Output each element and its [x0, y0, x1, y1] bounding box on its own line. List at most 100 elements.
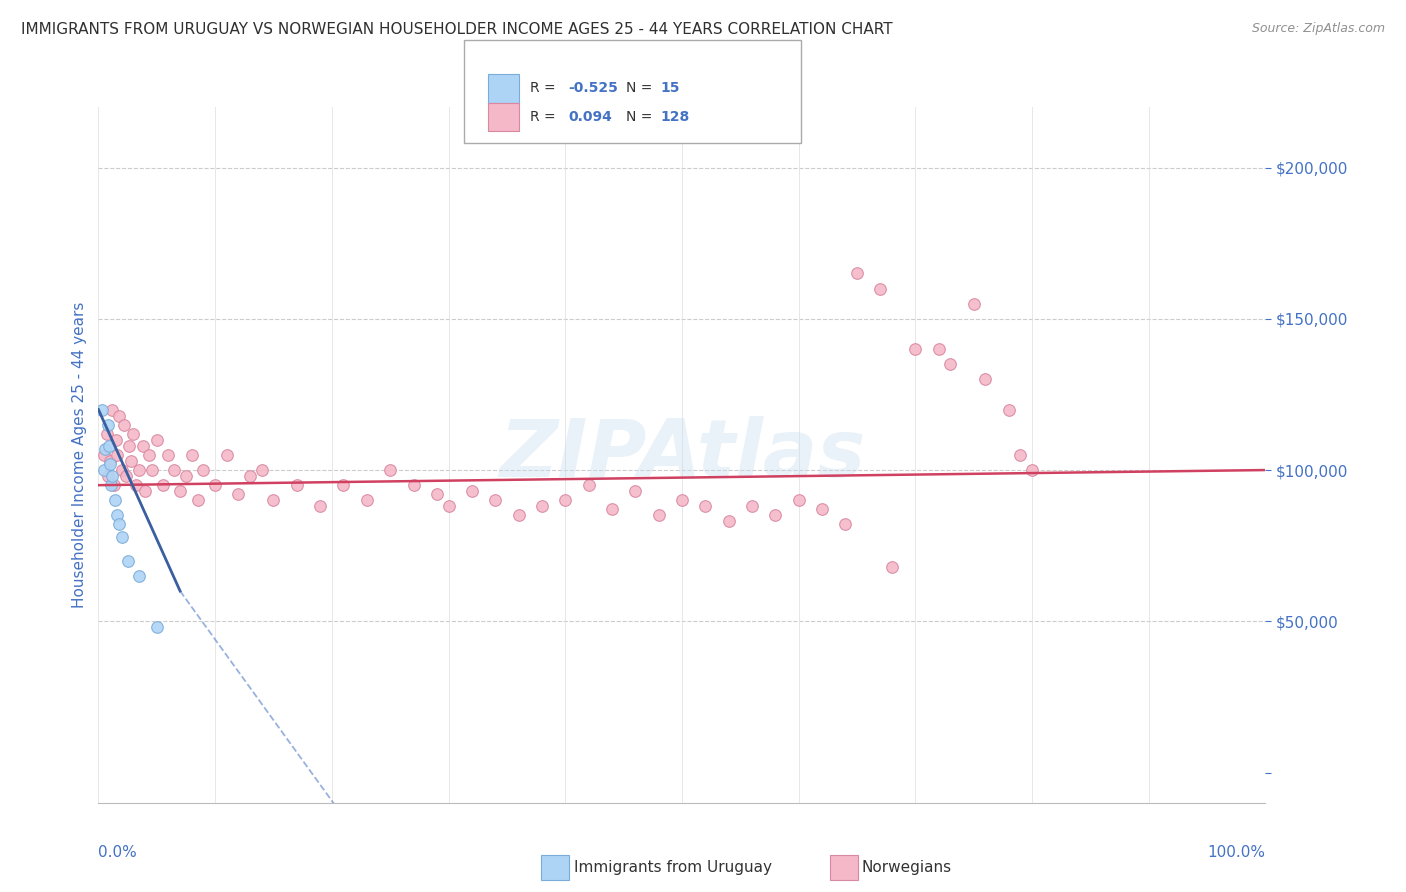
Point: [962, 296, 984, 310]
Text: R =: R =: [530, 81, 560, 95]
Text: ZIPAtlas: ZIPAtlas: [499, 416, 865, 494]
Point: [105, 448, 128, 462]
Point: [671, 493, 693, 508]
Point: [461, 484, 484, 499]
Point: [426, 487, 449, 501]
Point: [111, 463, 134, 477]
Point: [402, 478, 425, 492]
Point: [111, 530, 134, 544]
Point: [98, 454, 121, 468]
Point: [93, 448, 115, 462]
Point: [96, 426, 118, 441]
Text: Immigrants from Uruguay: Immigrants from Uruguay: [574, 861, 772, 875]
Point: [437, 500, 460, 514]
Point: [112, 417, 135, 432]
Point: [187, 493, 209, 508]
Point: [104, 493, 127, 508]
Point: [332, 478, 354, 492]
Point: [939, 357, 962, 371]
Point: [138, 448, 160, 462]
Point: [356, 493, 378, 508]
Point: [105, 508, 128, 523]
Point: [146, 620, 169, 634]
Point: [239, 469, 262, 483]
Point: [180, 448, 202, 462]
Point: [120, 454, 142, 468]
Point: [152, 478, 174, 492]
Point: [309, 500, 332, 514]
Point: [157, 448, 180, 462]
Point: [90, 402, 112, 417]
Point: [117, 554, 139, 568]
Point: [530, 500, 553, 514]
Point: [578, 478, 600, 492]
Point: [193, 463, 215, 477]
Point: [108, 409, 131, 423]
Point: [174, 469, 197, 483]
Y-axis label: Householder Income Ages 25 - 44 years: Householder Income Ages 25 - 44 years: [72, 301, 87, 608]
Point: [250, 463, 273, 477]
Text: 100.0%: 100.0%: [1208, 845, 1265, 860]
Point: [93, 463, 115, 477]
Point: [834, 517, 856, 532]
Point: [380, 463, 402, 477]
Point: [869, 281, 891, 295]
Point: [103, 478, 125, 492]
Point: [974, 372, 997, 386]
Point: [204, 478, 226, 492]
Text: 0.094: 0.094: [568, 110, 612, 124]
Point: [98, 457, 121, 471]
Point: [101, 402, 124, 417]
Point: [763, 508, 786, 523]
Text: -0.525: -0.525: [568, 81, 617, 95]
Point: [215, 448, 238, 462]
Point: [128, 463, 150, 477]
Point: [115, 469, 138, 483]
Point: [285, 478, 308, 492]
Point: [741, 500, 763, 514]
Point: [122, 426, 145, 441]
Text: N =: N =: [626, 81, 657, 95]
Point: [128, 569, 150, 583]
Point: [1021, 463, 1043, 477]
Point: [624, 484, 647, 499]
Point: [169, 484, 191, 499]
Text: N =: N =: [626, 110, 657, 124]
Text: R =: R =: [530, 110, 560, 124]
Point: [125, 478, 148, 492]
Point: [811, 502, 834, 516]
Point: [880, 559, 903, 574]
Text: Source: ZipAtlas.com: Source: ZipAtlas.com: [1251, 22, 1385, 36]
Point: [717, 515, 740, 529]
Point: [647, 508, 669, 523]
Point: [101, 469, 124, 483]
Point: [146, 433, 169, 447]
Text: 128: 128: [661, 110, 690, 124]
Point: [134, 484, 156, 499]
Point: [1010, 448, 1032, 462]
Text: Norwegians: Norwegians: [862, 861, 952, 875]
Point: [94, 442, 117, 456]
Point: [695, 500, 717, 514]
Point: [554, 493, 576, 508]
Point: [787, 493, 810, 508]
Point: [97, 417, 120, 432]
Point: [104, 433, 127, 447]
Point: [997, 402, 1019, 417]
Point: [484, 493, 506, 508]
Point: [262, 493, 284, 508]
Point: [97, 469, 120, 483]
Point: [163, 463, 186, 477]
Point: [508, 508, 530, 523]
Point: [100, 478, 122, 492]
Point: [141, 463, 163, 477]
Point: [118, 439, 141, 453]
Text: 0.0%: 0.0%: [98, 845, 138, 860]
Point: [904, 342, 927, 356]
Point: [132, 439, 155, 453]
Point: [108, 517, 131, 532]
Point: [228, 487, 250, 501]
Point: [928, 342, 950, 356]
Point: [97, 439, 120, 453]
Text: 15: 15: [661, 81, 681, 95]
